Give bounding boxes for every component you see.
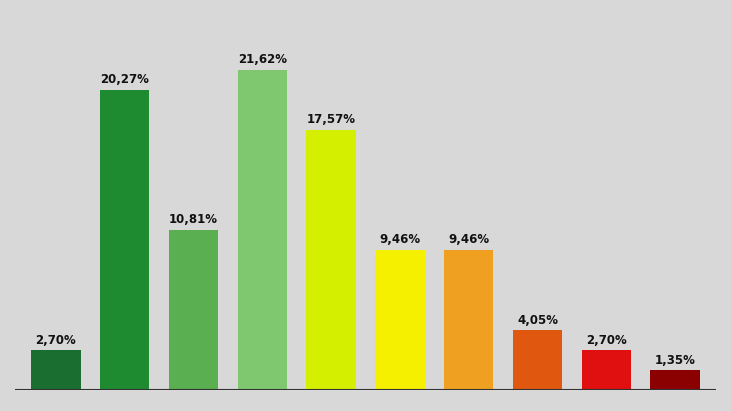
Text: 17,57%: 17,57% bbox=[306, 113, 355, 126]
Bar bbox=[100, 90, 149, 390]
Bar bbox=[444, 250, 493, 390]
Text: 21,62%: 21,62% bbox=[238, 53, 287, 66]
Bar bbox=[306, 130, 356, 390]
Text: 4,05%: 4,05% bbox=[517, 314, 558, 327]
Text: 2,70%: 2,70% bbox=[586, 334, 626, 347]
Bar bbox=[512, 330, 562, 390]
Text: 1,35%: 1,35% bbox=[655, 354, 695, 367]
Text: 2,70%: 2,70% bbox=[36, 334, 76, 347]
Bar bbox=[31, 351, 80, 390]
Text: 20,27%: 20,27% bbox=[100, 73, 149, 86]
Bar bbox=[651, 370, 700, 390]
Text: 9,46%: 9,46% bbox=[379, 233, 420, 247]
Text: 9,46%: 9,46% bbox=[448, 233, 489, 247]
Text: 10,81%: 10,81% bbox=[169, 213, 218, 226]
Bar bbox=[169, 230, 219, 390]
Bar bbox=[375, 250, 425, 390]
Bar bbox=[582, 351, 631, 390]
Bar bbox=[238, 70, 287, 390]
